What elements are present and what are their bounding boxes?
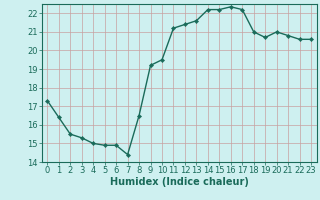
X-axis label: Humidex (Indice chaleur): Humidex (Indice chaleur) — [110, 177, 249, 187]
